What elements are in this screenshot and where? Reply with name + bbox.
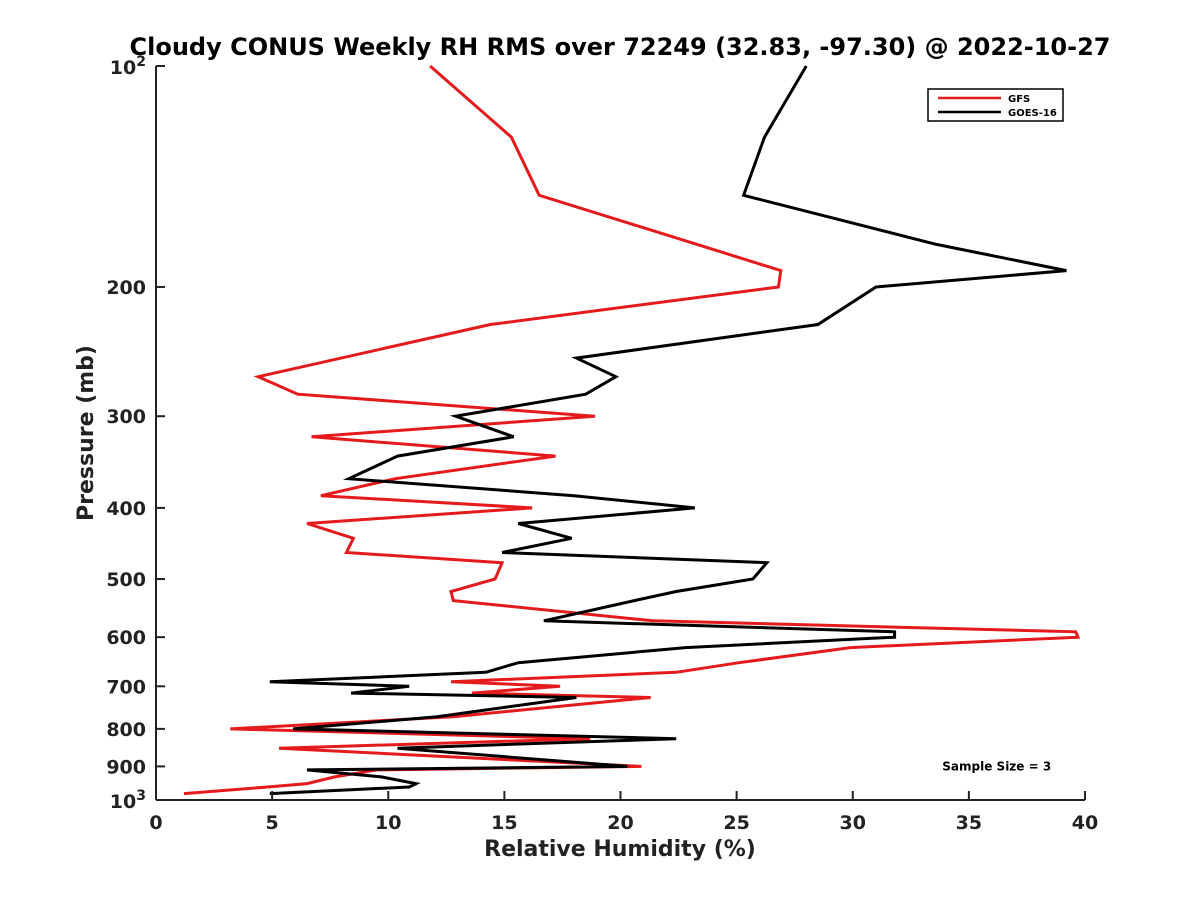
sample-size-annotation: Sample Size = 3 — [942, 759, 1051, 773]
x-tick-label: 30 — [840, 812, 866, 834]
legend: GFS GOES-16 — [927, 88, 1064, 122]
y-tick-label: 200 — [106, 277, 146, 299]
y-tick-label: 103 — [110, 788, 146, 813]
ticks-layer: 0 5 10 15 20 25 30 35 40 200 300 400 500 600 700 800 900… — [106, 54, 1098, 834]
x-tick-label: 20 — [607, 812, 633, 834]
series-line-gfs — [183, 64, 1081, 796]
y-tick-label: 500 — [106, 569, 146, 591]
legend-entry: GOES-16 — [1008, 108, 1057, 119]
x-tick-label: 35 — [956, 812, 982, 834]
x-tick-label: 40 — [1072, 812, 1098, 834]
plot-area — [156, 66, 1085, 800]
x-tick-label: 5 — [266, 812, 279, 834]
x-tick-label: 0 — [149, 812, 162, 834]
y-tick-label: 102 — [110, 54, 146, 79]
y-tick-label: 400 — [106, 498, 146, 520]
y-tick-label: 300 — [106, 406, 146, 428]
x-axis-label: Relative Humidity (%) — [484, 837, 756, 862]
y-tick-label: 600 — [106, 627, 146, 649]
series-layer — [183, 64, 1081, 796]
annotation-layer: Sample Size = 3 — [942, 759, 1051, 773]
y-tick-label: 700 — [106, 676, 146, 698]
x-tick-label: 10 — [375, 812, 401, 834]
x-tick-label: 15 — [491, 812, 517, 834]
legend-box — [927, 88, 1064, 122]
y-tick-label: 900 — [106, 756, 146, 778]
x-tick-label: 25 — [723, 812, 749, 834]
series-line-goes-16 — [269, 65, 1067, 796]
y-axis-label: Pressure (mb) — [74, 345, 99, 521]
y-tick-label: 800 — [106, 719, 146, 741]
chart-title: Cloudy CONUS Weekly RH RMS over 72249 (3… — [130, 33, 1111, 61]
legend-entry: GFS — [1008, 94, 1030, 105]
